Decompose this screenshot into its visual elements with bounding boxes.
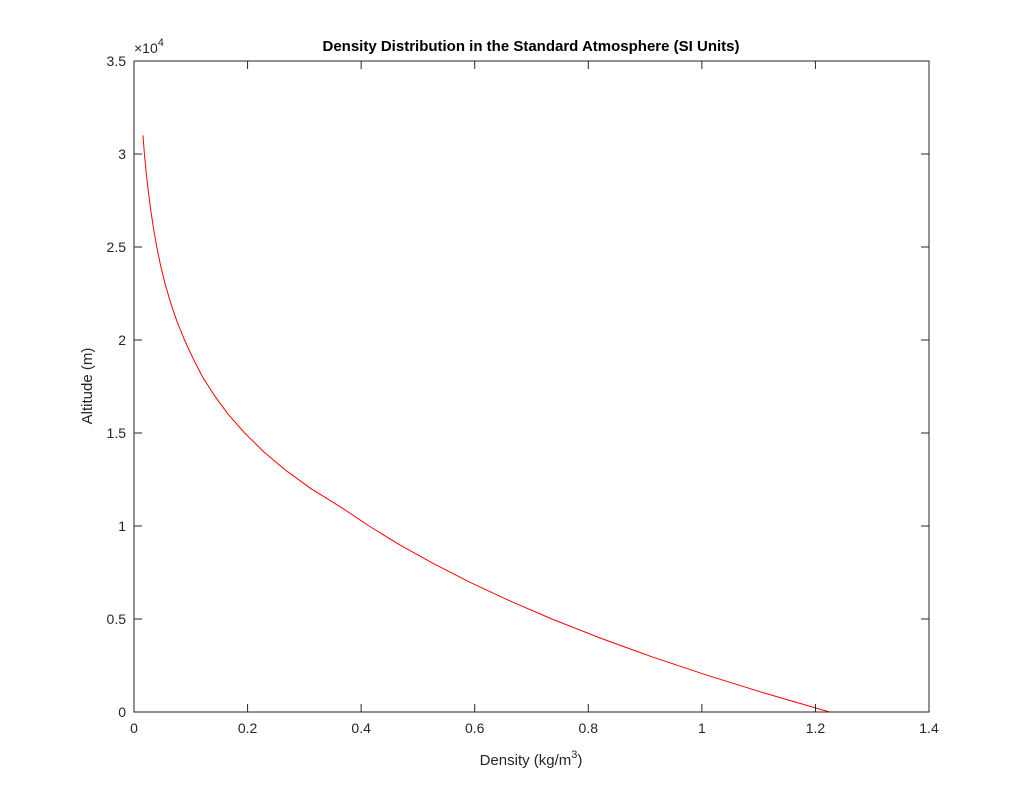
y-tick-label-0: 0 [118, 704, 126, 720]
x-tick-label-4: 0.8 [579, 720, 599, 736]
axes-box [133, 60, 930, 713]
y-tick-label-3: 1.5 [107, 425, 127, 441]
x-axis-label: Density (kg/m3) [480, 749, 583, 769]
x-tick-label-2: 0.4 [351, 720, 371, 736]
chart-title: Density Distribution in the Standard Atm… [323, 38, 740, 55]
series-line-0 [142, 135, 830, 713]
y-axis-exponent-base: ×10 [134, 40, 158, 56]
y-tick-label-5: 2.5 [107, 239, 127, 255]
x-tick-label-7: 1.4 [919, 720, 939, 736]
x-axis-label-superscript: 3 [571, 749, 577, 761]
x-tick-label-1: 0.2 [238, 720, 258, 736]
plot-area [134, 61, 929, 712]
x-axis-label-tail: ) [577, 752, 582, 769]
y-axis-label: Altitude (m) [79, 348, 96, 425]
y-axis-exponent: ×104 [134, 37, 164, 56]
x-axis-label-main: Density (kg/m [480, 752, 572, 769]
y-tick-label-7: 3.5 [107, 53, 127, 69]
x-tick-label-3: 0.6 [465, 720, 485, 736]
x-tick-label-5: 1 [698, 720, 706, 736]
x-tick-label-0: 0 [130, 720, 138, 736]
y-tick-label-2: 1 [118, 518, 126, 534]
x-tick-label-6: 1.2 [806, 720, 826, 736]
y-tick-label-4: 2 [118, 332, 126, 348]
y-tick-label-1: 0.5 [107, 611, 127, 627]
y-axis-exponent-power: 4 [158, 37, 164, 49]
y-tick-label-6: 3 [118, 146, 126, 162]
